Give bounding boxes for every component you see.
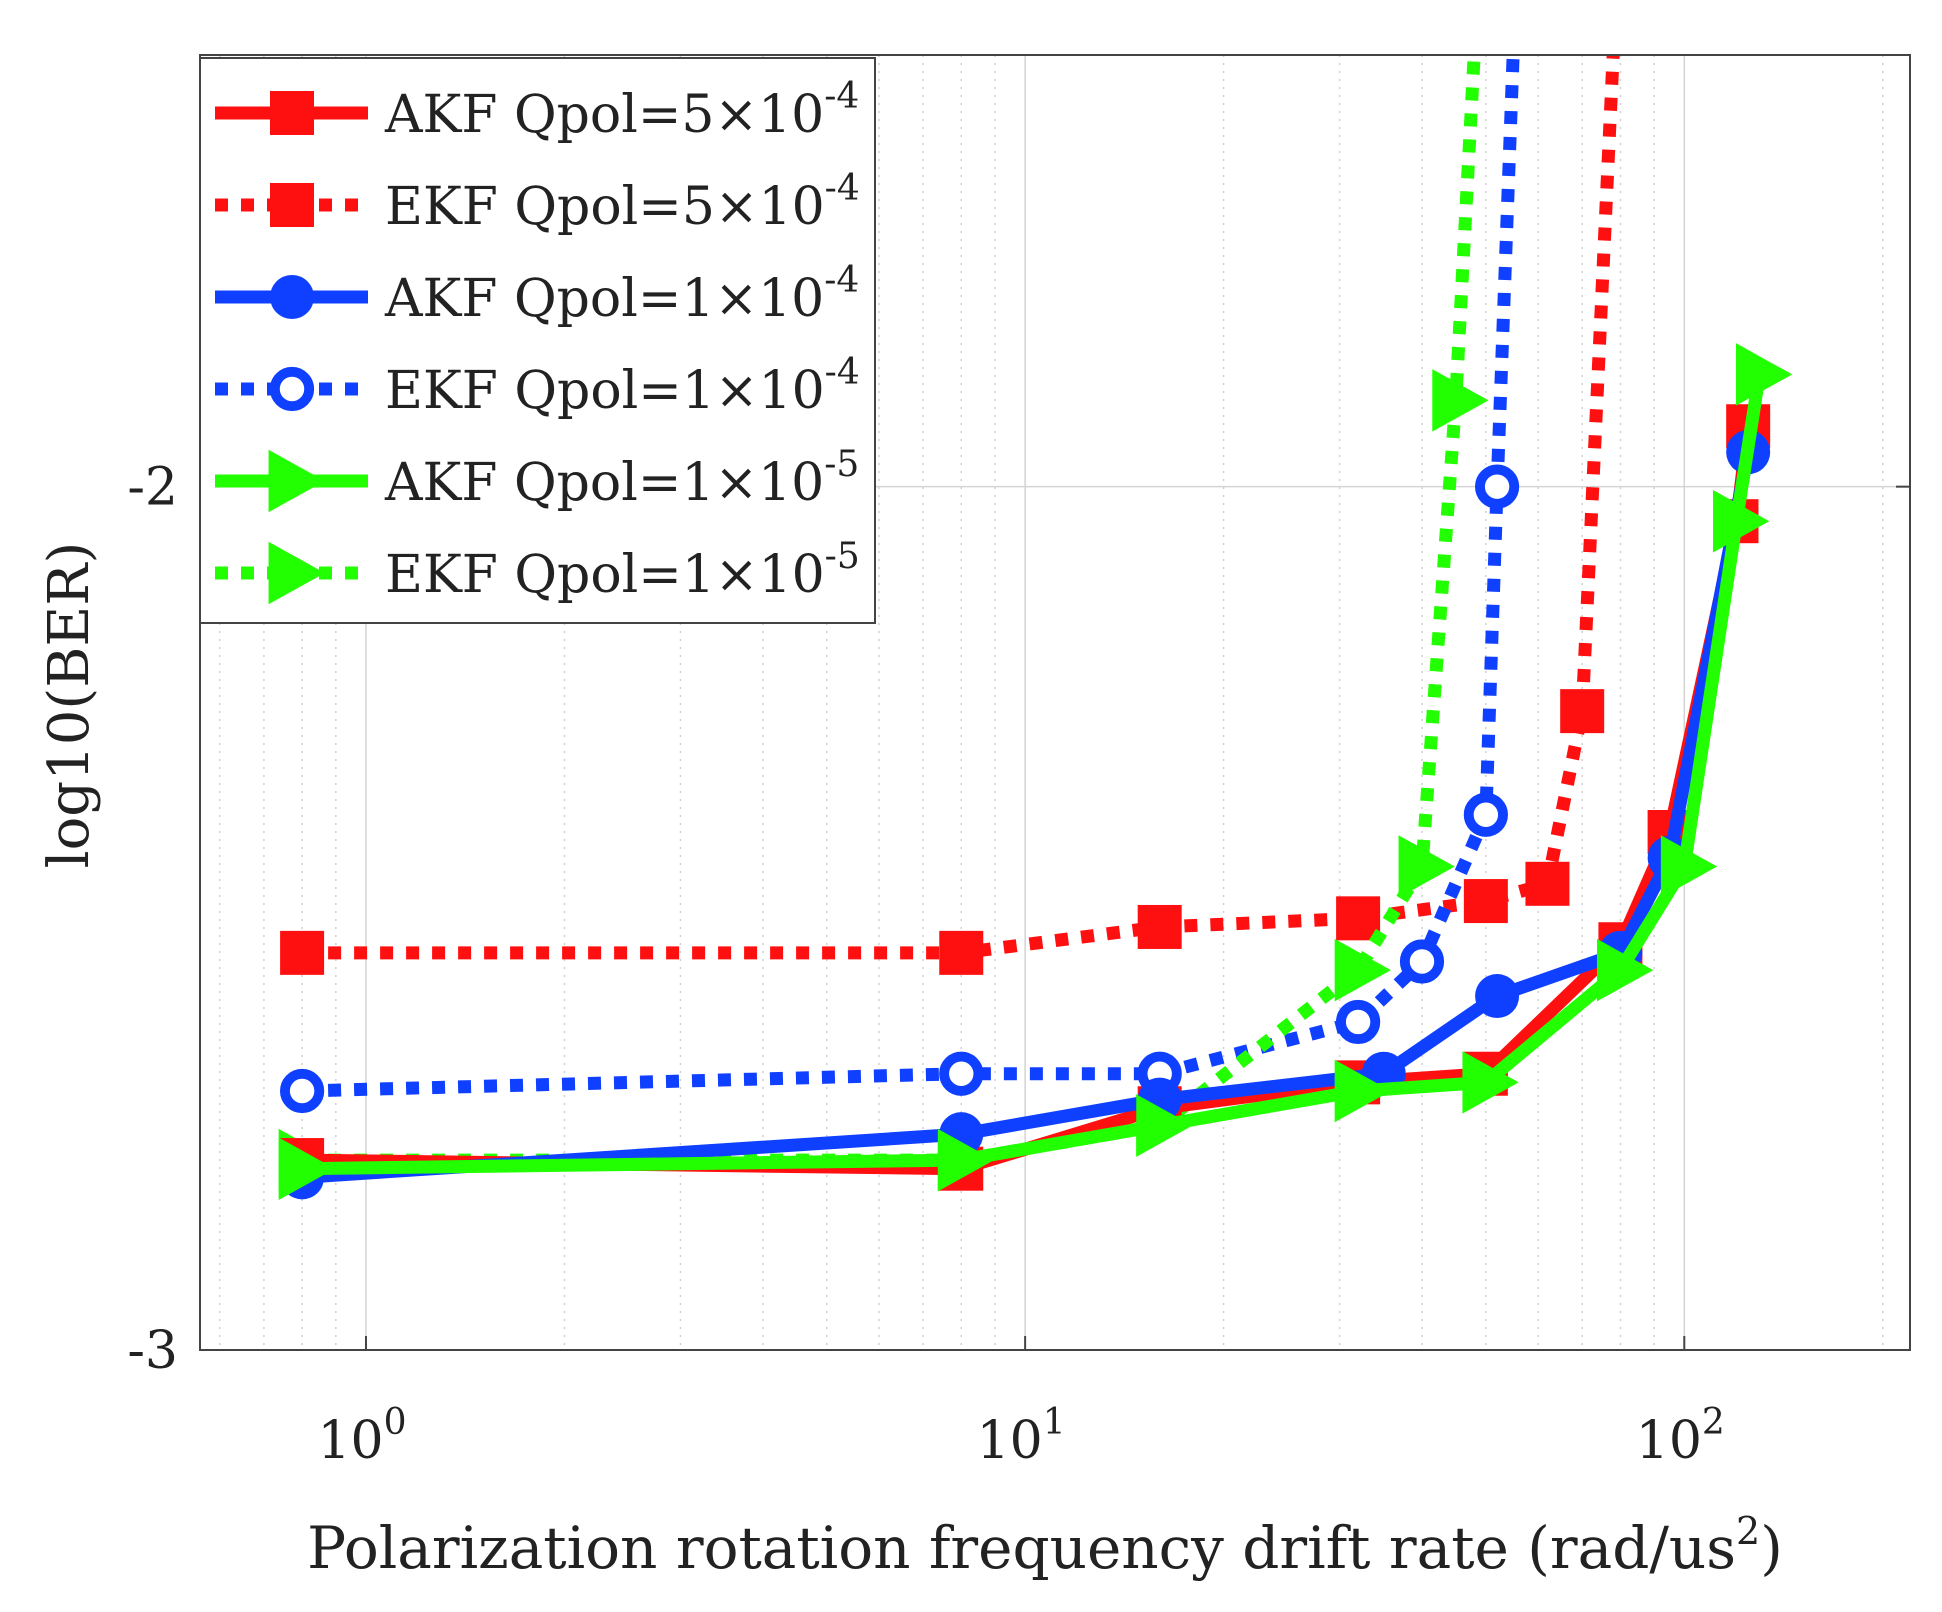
data-point — [1462, 1051, 1519, 1114]
legend-label-text: AKF Qpol=1×10 — [384, 269, 824, 329]
data-point — [278, 1137, 335, 1200]
legend-label-text: AKF Qpol=1×10 — [384, 453, 824, 513]
x-tick-label: 100 — [317, 1402, 406, 1471]
legend-label-text: EKF Qpol=5×10 — [385, 177, 825, 237]
legend-label-exp: -4 — [825, 168, 860, 209]
x-tick-label-base: 10 — [317, 1411, 383, 1471]
y-axis-label: log10(BER) — [37, 542, 102, 869]
data-point — [1735, 343, 1793, 406]
x-axis-label-main: Polarization rotation frequency drift ra… — [307, 1514, 1736, 1582]
legend-label-exp: -4 — [825, 352, 860, 393]
data-point — [1399, 939, 1445, 984]
legend-label-exp: -5 — [825, 536, 860, 577]
legend-label-exp: -4 — [824, 260, 859, 301]
legend-marker — [269, 366, 315, 412]
data-point — [1713, 489, 1770, 553]
x-tick-label: 102 — [1636, 1402, 1725, 1471]
x-tick-label-exp: 0 — [384, 1402, 407, 1443]
data-point — [279, 1068, 325, 1114]
legend-label: EKF Qpol=1×10-4 — [385, 352, 860, 421]
x-tick-label-base: 10 — [977, 1411, 1043, 1471]
data-point — [1335, 999, 1381, 1045]
series-2 — [280, 55, 1620, 975]
data-point — [1475, 974, 1520, 1019]
series-line — [302, 55, 1620, 960]
data-point — [1398, 835, 1455, 898]
plot-frame — [199, 54, 1911, 1351]
x-tick-label: 101 — [977, 1402, 1066, 1471]
legend-box — [199, 57, 876, 624]
legend-label: AKF Qpol=1×10-5 — [384, 444, 859, 513]
x-axis-label-sup: 2 — [1736, 1509, 1760, 1553]
legend-marker — [270, 275, 314, 319]
x-tick-label-exp: 1 — [1043, 1402, 1066, 1443]
series-5 — [278, 343, 1793, 1200]
data-point — [1560, 689, 1605, 734]
data-point — [1596, 938, 1654, 1002]
series-layer — [278, 55, 1793, 1200]
data-point — [939, 930, 984, 975]
data-point — [1336, 896, 1381, 941]
data-point — [1432, 369, 1489, 432]
data-point — [1334, 938, 1391, 1002]
legend-label: AKF Qpol=5×10-4 — [384, 76, 859, 145]
data-point — [280, 930, 325, 975]
y-tick-label: -3 — [127, 1321, 178, 1381]
y-tick-label: -2 — [127, 458, 178, 518]
legend-label: AKF Qpol=1×10-4 — [384, 260, 859, 329]
data-point — [1660, 835, 1718, 898]
x-axis-label: Polarization rotation frequency drift ra… — [307, 1509, 1783, 1582]
data-point — [1136, 1094, 1193, 1157]
legend-label-exp: -5 — [824, 444, 859, 485]
legend-label-text: EKF Qpol=1×10 — [385, 361, 825, 421]
data-point — [1463, 792, 1508, 837]
legend-label-text: AKF Qpol=5×10 — [384, 85, 824, 145]
data-point — [939, 1051, 984, 1096]
legend-marker — [270, 183, 314, 227]
x-tick-label-exp: 2 — [1702, 1402, 1725, 1443]
x-axis-label-tail: ) — [1760, 1514, 1783, 1582]
x-tick-label-base: 10 — [1636, 1411, 1702, 1471]
data-point — [937, 1128, 995, 1192]
legend-label: EKF Qpol=5×10-4 — [385, 168, 860, 237]
data-point — [1137, 904, 1182, 949]
legend-label-exp: -4 — [824, 76, 859, 117]
data-point — [1525, 861, 1570, 906]
legend-marker — [268, 449, 325, 513]
data-point — [1463, 879, 1508, 924]
legend-marker — [270, 91, 314, 135]
legend-label-text: EKF Qpol=1×10 — [385, 545, 825, 605]
legend-marker — [268, 541, 325, 605]
data-point — [1474, 464, 1520, 509]
data-point — [1334, 1059, 1391, 1123]
legend-label: EKF Qpol=1×10-5 — [385, 536, 860, 605]
